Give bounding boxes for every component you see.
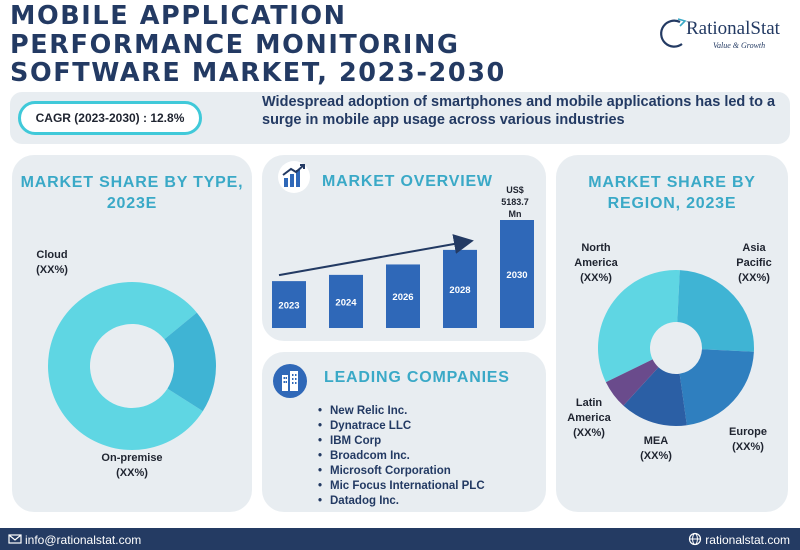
bar-2028 xyxy=(443,249,477,328)
europe-label-name: Europe xyxy=(729,426,767,438)
region-slice-mea xyxy=(623,367,687,426)
mea-label-value: (XX%) xyxy=(640,450,672,462)
bar-2026 xyxy=(386,264,420,328)
latin-america-label: Latin America (XX%) xyxy=(560,396,618,441)
title-line-2: PERFORMANCE MONITORING xyxy=(10,29,460,60)
type-slice-on-premise xyxy=(164,312,216,412)
region-slice-north-america xyxy=(598,270,680,383)
footer-email[interactable]: info@rationalstat.com xyxy=(8,532,141,547)
latin-america-label-value: (XX%) xyxy=(573,427,605,439)
region-donut-chart xyxy=(598,270,754,426)
market-overview-bar-chart: 2023 2024 2026 2028 2030 xyxy=(272,220,534,328)
latin-america-label-line2: America xyxy=(567,412,611,424)
cloud-label: Cloud (XX%) xyxy=(22,248,82,278)
mea-label: MEA (XX%) xyxy=(632,434,680,464)
market-value-number: 5183.7 xyxy=(501,197,529,207)
banner-text: Widespread adoption of smartphones and m… xyxy=(262,94,776,128)
logo-name: RationalStat xyxy=(686,18,780,39)
latin-america-label-line1: Latin xyxy=(575,397,603,409)
logo-tagline: Value & Growth xyxy=(713,41,766,50)
asia-pacific-label-value: (XX%) xyxy=(738,272,770,284)
logo-icon xyxy=(660,18,687,48)
page-title: MOBILE APPLICATION PERFORMANCE MONITORIN… xyxy=(10,2,570,88)
north-america-label-line1: North xyxy=(581,242,611,254)
mea-label-name: MEA xyxy=(643,435,669,447)
onprem-label-value: (XX%) xyxy=(116,467,148,479)
region-panel-title: MARKET SHARE BY REGION, 2023E xyxy=(588,174,756,212)
north-america-label-value: (XX%) xyxy=(580,272,612,284)
trend-arrow xyxy=(278,234,474,277)
type-panel xyxy=(12,155,252,512)
globe-icon xyxy=(688,532,702,546)
bar-2023 xyxy=(272,281,306,328)
region-slice-europe xyxy=(679,349,754,426)
cagr-badge: CAGR (2023-2030) : 12.8% xyxy=(18,101,202,135)
footer-website[interactable]: rationalstat.com xyxy=(688,532,790,547)
type-panel-title: MARKET SHARE BY TYPE, 2023E xyxy=(20,174,244,212)
bar-label-2030: 2030 xyxy=(506,270,527,281)
companies-list: New Relic Inc.Dynatrace LLCIBM CorpBroad… xyxy=(318,404,485,509)
asia-pacific-label: Asia Pacific (XX%) xyxy=(726,241,782,286)
footer-website-text[interactable]: rationalstat.com xyxy=(705,533,790,547)
onprem-label-name: On-premise xyxy=(101,452,163,464)
north-america-label: North America (XX%) xyxy=(566,241,626,286)
region-slice-latin-america xyxy=(605,359,659,406)
companies-panel-title: LEADING COMPANIES xyxy=(324,369,510,386)
asia-pacific-label-line1: Asia xyxy=(742,242,766,254)
company-item: Broadcom Inc. xyxy=(318,449,485,464)
title-line-1: MOBILE APPLICATION xyxy=(10,1,347,31)
type-slice-cloud xyxy=(47,282,203,450)
market-value-label: US$ 5183.7 Mn xyxy=(494,184,536,220)
north-america-label-line2: America xyxy=(574,257,618,269)
company-item: Datadog Inc. xyxy=(318,494,485,509)
bar-2030 xyxy=(500,220,534,328)
company-item: New Relic Inc. xyxy=(318,404,485,419)
europe-label-value: (XX%) xyxy=(732,441,764,453)
mail-icon xyxy=(8,532,22,546)
type-donut-chart xyxy=(47,282,216,450)
asia-pacific-label-line2: Pacific xyxy=(736,257,772,269)
cloud-label-name: Cloud xyxy=(36,249,68,261)
title-line-3: SOFTWARE MARKET, 2023-2030 xyxy=(10,58,506,88)
footer: info@rationalstat.com rationalstat.com xyxy=(0,528,800,550)
bar-label-2023: 2023 xyxy=(278,301,299,312)
building-icon xyxy=(273,364,307,398)
overview-panel-title: MARKET OVERVIEW xyxy=(322,173,493,190)
footer-email-text[interactable]: info@rationalstat.com xyxy=(25,533,142,547)
region-slice-asia-pacific xyxy=(677,270,754,352)
growth-chart-icon xyxy=(278,161,310,193)
market-value-currency: US$ xyxy=(506,185,524,195)
bar-label-2024: 2024 xyxy=(335,297,357,308)
logo: RationalStat Value & Growth xyxy=(658,16,792,56)
bar-label-2026: 2026 xyxy=(392,292,413,303)
company-item: Mic Focus International PLC xyxy=(318,479,485,494)
bar-label-2028: 2028 xyxy=(449,285,470,296)
europe-label: Europe (XX%) xyxy=(720,425,776,455)
company-item: Dynatrace LLC xyxy=(318,419,485,434)
onprem-label: On-premise (XX%) xyxy=(92,451,172,481)
cloud-label-value: (XX%) xyxy=(36,264,68,276)
bar-2024 xyxy=(329,274,363,328)
market-value-unit: Mn xyxy=(508,209,522,219)
company-item: Microsoft Corporation xyxy=(318,464,485,479)
company-item: IBM Corp xyxy=(318,434,485,449)
